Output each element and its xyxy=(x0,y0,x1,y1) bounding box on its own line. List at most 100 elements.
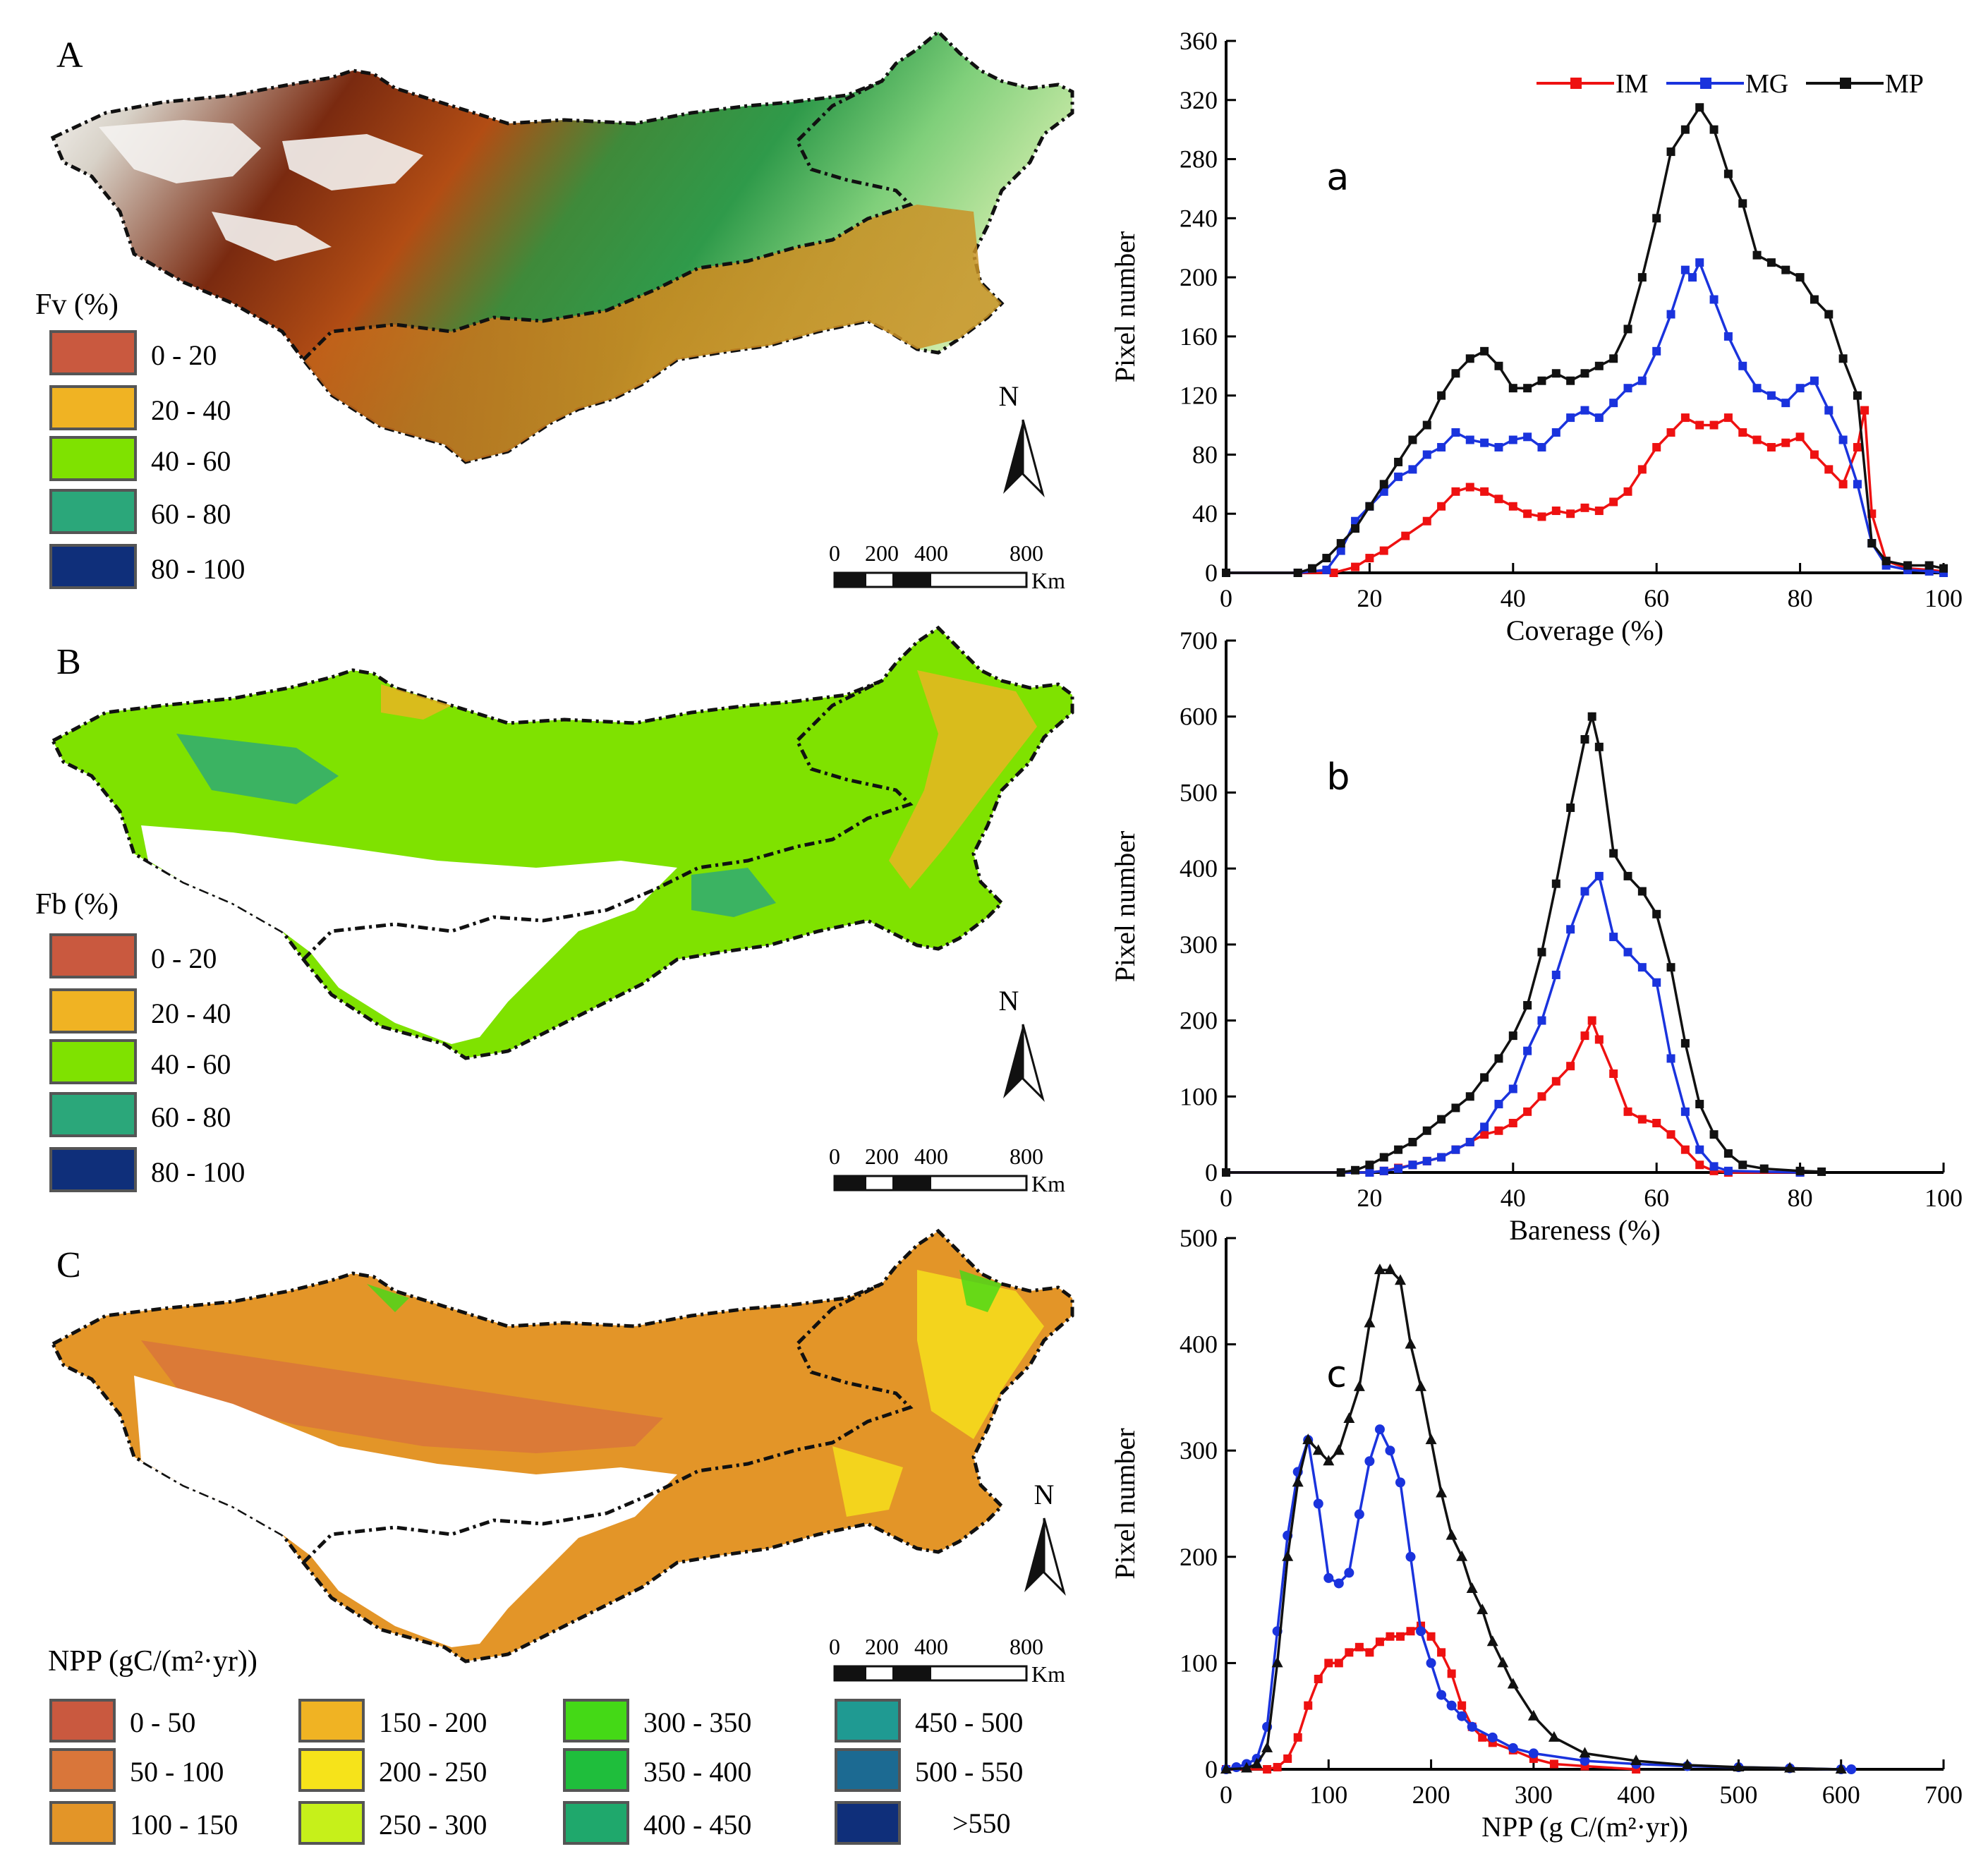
data-point xyxy=(1507,1678,1519,1689)
data-point xyxy=(1551,428,1560,437)
data-point xyxy=(1609,399,1618,408)
y-tick-label: 500 xyxy=(1180,778,1218,806)
data-point xyxy=(1344,1568,1354,1578)
legend-label: 250 - 300 xyxy=(379,1809,487,1841)
data-point xyxy=(1425,1433,1437,1445)
data-point xyxy=(1220,1763,1232,1774)
data-point xyxy=(1466,1582,1478,1593)
data-point xyxy=(1494,1100,1503,1109)
data-point xyxy=(1351,562,1360,571)
data-point xyxy=(1457,1711,1467,1721)
north-arrow-icon-c xyxy=(1024,1518,1044,1592)
data-point xyxy=(1334,1659,1343,1668)
data-point xyxy=(1422,450,1431,459)
data-point xyxy=(1652,978,1661,987)
legend-label: 0 - 20 xyxy=(151,339,217,371)
data-point xyxy=(1282,1550,1294,1561)
y-tick-label: 280 xyxy=(1180,145,1218,174)
data-point xyxy=(1354,1509,1364,1520)
legend-label: 60 - 80 xyxy=(151,498,231,530)
data-point xyxy=(1379,480,1388,489)
data-point xyxy=(1365,502,1374,511)
data-point xyxy=(1723,169,1733,178)
data-point xyxy=(1824,406,1834,415)
y-tick-label: 0 xyxy=(1205,1755,1218,1783)
north-label-a: N xyxy=(999,380,1019,412)
legend-marker xyxy=(1570,78,1582,89)
data-point xyxy=(1630,1754,1642,1765)
legend-label: 40 - 60 xyxy=(151,1048,231,1080)
data-point xyxy=(1365,1160,1374,1170)
series-line-im xyxy=(1226,1017,1800,1174)
data-point xyxy=(1637,376,1647,385)
data-point xyxy=(1436,1486,1448,1498)
legend-label: 50 - 100 xyxy=(130,1756,224,1788)
data-point xyxy=(1401,531,1410,540)
data-point xyxy=(1480,1130,1489,1139)
x-tick-label: 100 xyxy=(1309,1781,1347,1809)
scale-tick-400: 400 xyxy=(914,1634,948,1659)
data-point xyxy=(1551,1077,1560,1086)
data-point xyxy=(1623,947,1632,957)
data-point xyxy=(1766,258,1776,267)
data-point xyxy=(1222,569,1230,577)
data-point xyxy=(1436,1690,1447,1700)
legend-swatch xyxy=(298,1699,365,1742)
data-point xyxy=(1523,1001,1532,1010)
data-point xyxy=(1566,925,1575,934)
map-panel-label-b: B xyxy=(56,642,81,682)
data-point xyxy=(1652,346,1661,356)
data-point xyxy=(1384,1263,1396,1275)
data-point xyxy=(1853,391,1862,400)
data-point xyxy=(1695,1145,1704,1154)
data-point xyxy=(1353,1380,1365,1391)
data-point xyxy=(1623,487,1632,496)
y-tick-label: 100 xyxy=(1180,1082,1218,1110)
data-point xyxy=(1437,1153,1446,1162)
data-point xyxy=(1810,295,1819,304)
data-point xyxy=(1549,1759,1558,1769)
data-point xyxy=(1273,1762,1282,1771)
data-point xyxy=(1680,413,1690,423)
chart-a: 0 20 40 60 80 100 0 40 80 120 160 200 240 280 320 360 Co… xyxy=(1109,27,1963,646)
x-axis-label: Coverage (%) xyxy=(1506,614,1663,646)
x-tick-label: 0 xyxy=(1220,1781,1232,1809)
data-point xyxy=(1523,384,1532,393)
data-point xyxy=(1566,803,1575,812)
data-point xyxy=(1261,1741,1273,1752)
x-tick-label: 100 xyxy=(1925,584,1963,612)
data-point xyxy=(1652,1118,1661,1127)
scale-tick-800: 800 xyxy=(1010,540,1043,566)
y-tick-label: 400 xyxy=(1180,1331,1218,1359)
map-legend-title-b: Fb (%) xyxy=(35,888,119,921)
x-tick-label: 100 xyxy=(1925,1184,1963,1212)
legend-swatch xyxy=(835,1699,901,1742)
legend-label: 60 - 80 xyxy=(151,1101,231,1133)
data-point xyxy=(1623,325,1632,334)
data-point xyxy=(1594,413,1604,423)
data-point xyxy=(1271,1656,1283,1668)
data-point xyxy=(1508,1742,1518,1753)
data-point xyxy=(1680,125,1690,134)
data-point xyxy=(1853,480,1862,489)
legend-label: 150 - 200 xyxy=(379,1707,487,1738)
data-point xyxy=(1666,310,1675,319)
x-axis-label: NPP (g C/(m²·yr)) xyxy=(1481,1811,1688,1843)
data-point xyxy=(1480,1122,1489,1132)
x-tick-label: 300 xyxy=(1515,1781,1553,1809)
data-point xyxy=(1451,1145,1460,1154)
legend-swatch xyxy=(49,330,137,375)
data-point xyxy=(1810,450,1819,459)
x-tick-label: 20 xyxy=(1357,584,1382,612)
data-point xyxy=(1394,1274,1406,1285)
data-point xyxy=(1566,1062,1575,1071)
legend-marker xyxy=(1700,78,1711,89)
y-tick-label: 80 xyxy=(1192,440,1218,468)
scale-tick-800: 800 xyxy=(1010,1144,1043,1169)
white-mountains-a xyxy=(99,120,423,261)
data-point xyxy=(1322,565,1331,574)
data-point xyxy=(1336,546,1345,555)
data-point xyxy=(1312,1444,1324,1455)
data-point xyxy=(1537,442,1546,451)
data-point xyxy=(1781,265,1790,274)
